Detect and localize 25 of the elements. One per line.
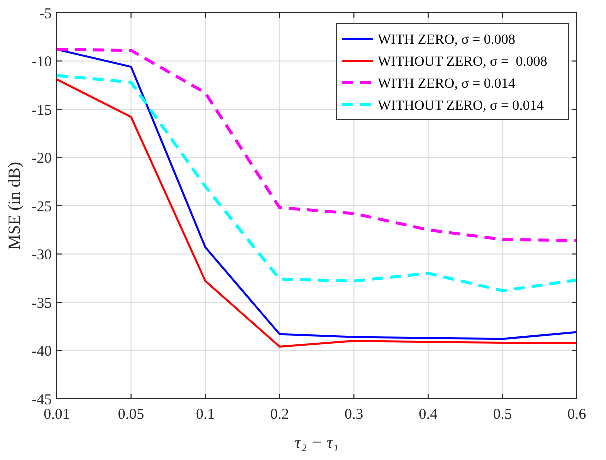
x-tick-label: 0.5 (493, 407, 512, 423)
y-tick-label: -25 (32, 199, 52, 216)
x-axis-title: τ₂ − τ₁ (295, 433, 339, 452)
x-tick-label: 0.3 (344, 407, 364, 423)
legend-label: WITH ZERO, σ = 0.014 (378, 77, 516, 92)
x-tick-label: 0.2 (270, 407, 290, 423)
y-tick-label: -30 (32, 248, 52, 264)
y-tick-label: -15 (32, 102, 52, 119)
x-tick-label: 0.05 (118, 407, 144, 423)
x-tick-label: 0.6 (568, 407, 587, 423)
y-tick-label: -5 (40, 6, 52, 22)
x-tick-label: 0.4 (419, 407, 438, 423)
y-tick-label: -20 (32, 151, 52, 167)
y-tick-label: -10 (32, 54, 52, 70)
y-tick-label: -35 (32, 296, 52, 312)
legend-label: WITHOUT ZERO, σ = 0.008 (378, 55, 548, 70)
legend-label: WITH ZERO, σ = 0.008 (378, 33, 516, 48)
line-series (56, 74, 578, 292)
line-series (56, 48, 578, 242)
y-tick-label: -45 (32, 392, 52, 408)
x-tick-label: 0.01 (44, 407, 70, 423)
y-axis-title: MSE (in dB) (5, 162, 24, 250)
legend-label: WITHOUT ZERO, σ = 0.014 (378, 99, 544, 114)
y-tick-label: -40 (32, 344, 52, 360)
x-tick-label: 0.1 (196, 407, 215, 423)
